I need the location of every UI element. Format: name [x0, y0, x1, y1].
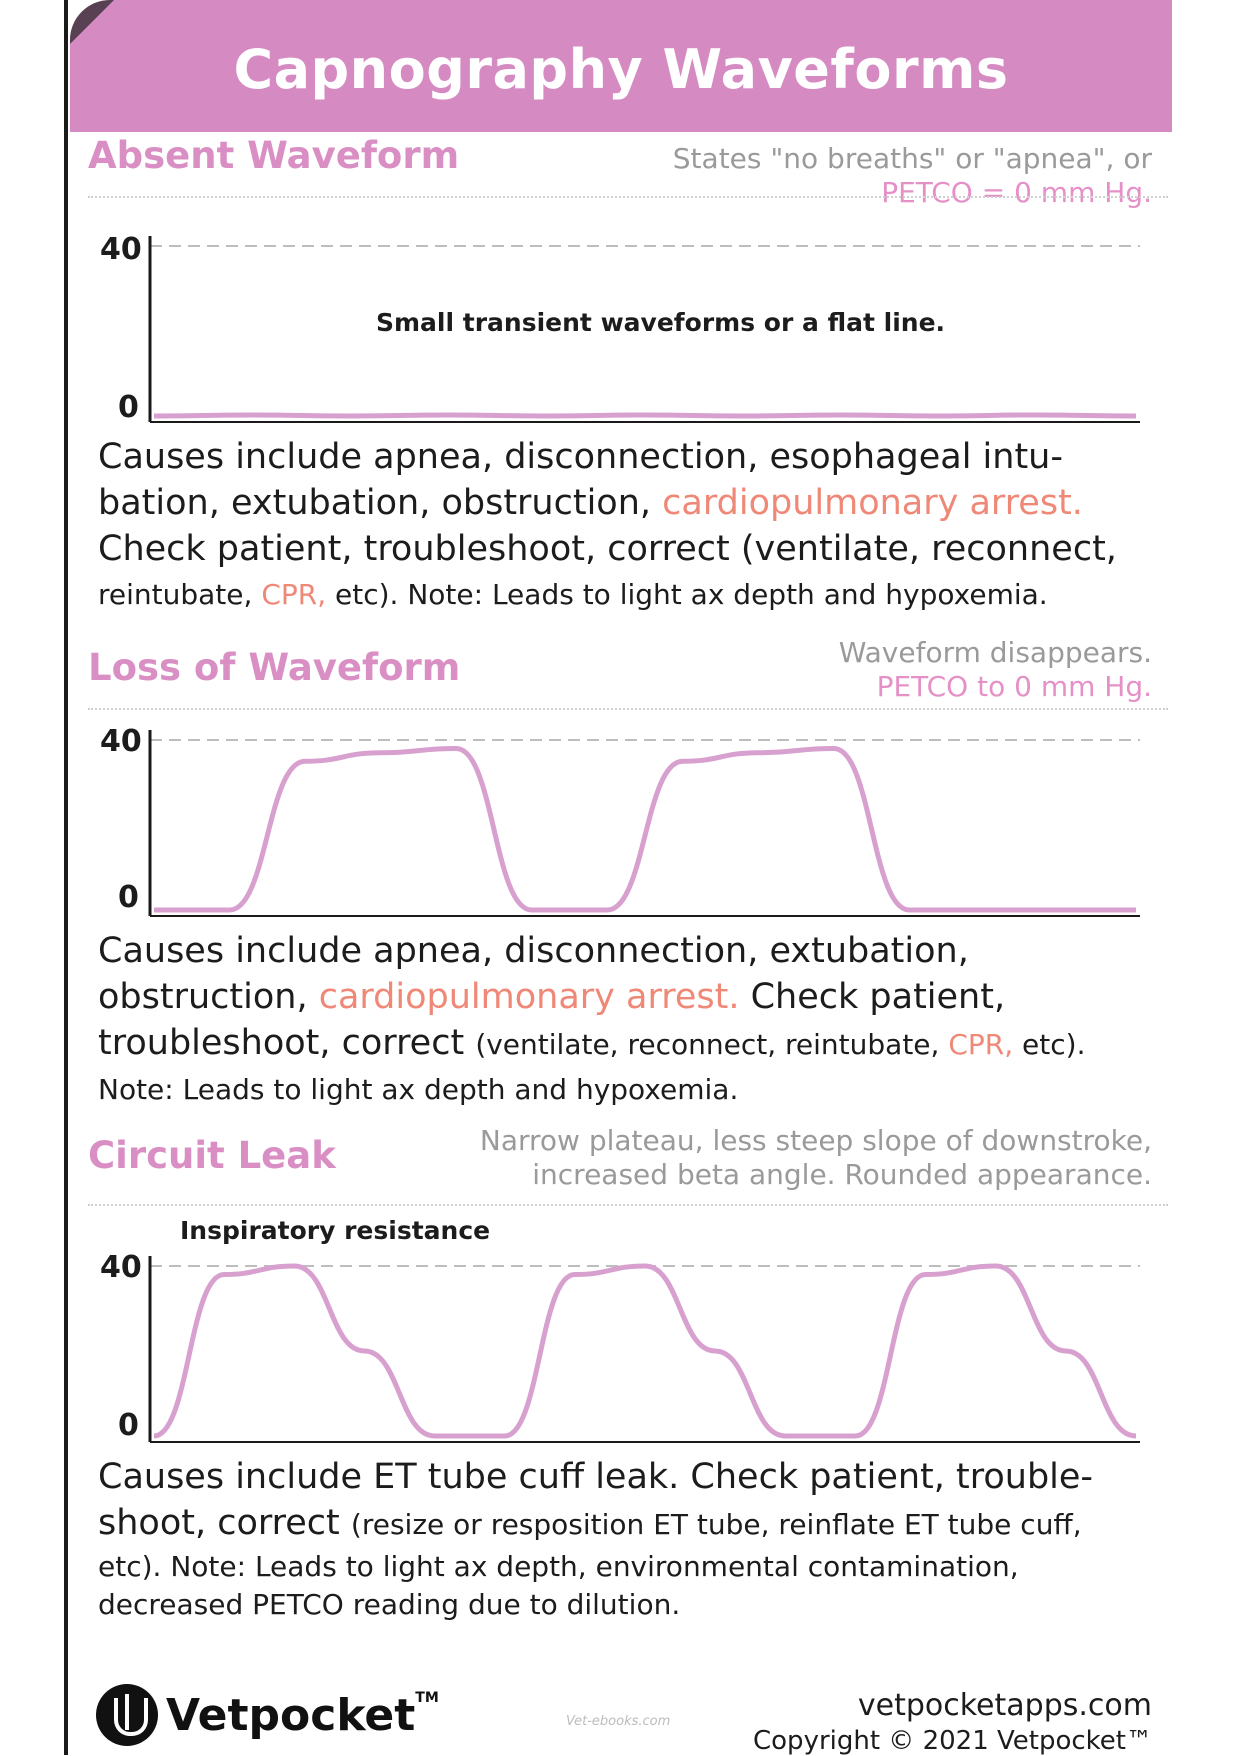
absent-y-top-label: 40: [100, 232, 142, 267]
leak-description: Narrow plateau, less steep slope of down…: [392, 1124, 1152, 1192]
vetpocket-logo-icon: [96, 1684, 158, 1746]
leak-text-line1: Causes include ET tube cuff leak. Check …: [98, 1457, 1094, 1497]
loss-causes: Causes include apnea, disconnection, ext…: [98, 928, 1178, 1112]
leak-y-top-label: 40: [100, 1250, 142, 1285]
loss-y-top-label: 40: [100, 724, 142, 759]
loss-description: Waveform disappears. PETCO to 0 mm Hg.: [632, 636, 1152, 704]
vetpocket-logo: VetpocketTM: [96, 1684, 439, 1746]
red-text-span: cardiopulmonary arrest.: [662, 483, 1083, 523]
text-span: bation, extubation, obstruction,: [98, 483, 663, 523]
trademark: TM: [415, 1689, 439, 1706]
loss-text-line2: obstruction, cardiopulmonary arrest. Che…: [98, 974, 1178, 1020]
loss-text-line4: Note: Leads to light ax depth and hypoxe…: [98, 1073, 739, 1106]
leak-wave-line: [153, 1263, 1137, 1439]
leak-chart-note: Inspiratory resistance: [180, 1216, 491, 1245]
capnography-card: Capnography Waveforms Absent Waveform St…: [70, 0, 1172, 1756]
text-span: (ventilate, reconnect, reintubate,: [475, 1028, 949, 1061]
text-span: obstruction,: [98, 977, 319, 1017]
loss-text-line3: troubleshoot, correct (ventilate, reconn…: [98, 1020, 1178, 1068]
page-edge: [0, 0, 68, 1755]
leak-y-bottom-label: 0: [118, 1408, 139, 1443]
absent-causes: Causes include apnea, disconnection, eso…: [98, 434, 1178, 618]
leak-text-line4: decreased PETCO reading due to dilution.: [98, 1588, 681, 1621]
leak-title: Circuit Leak: [88, 1134, 336, 1177]
website-link[interactable]: vetpocketapps.com: [857, 1688, 1152, 1723]
red-text-span: cardiopulmonary arrest.: [318, 977, 740, 1017]
leak-waveform-chart: [148, 1256, 1140, 1443]
leak-text-line2: shoot, correct (resize or resposition ET…: [98, 1500, 1178, 1548]
text-span: reintubate,: [98, 578, 262, 611]
text-span: troubleshoot, correct: [98, 1023, 476, 1063]
absent-waveform-chart: [148, 236, 1140, 423]
red-text-span: CPR,: [261, 578, 327, 611]
absent-text-line3: Check patient, troubleshoot, correct (ve…: [98, 529, 1117, 569]
loss-text-line1: Causes include apnea, disconnection, ext…: [98, 931, 969, 971]
text-span: etc). Note: Leads to light ax depth and …: [326, 578, 1048, 611]
absent-chart-note: Small transient waveforms or a flat line…: [376, 308, 946, 337]
brand-name: VetpocketTM: [166, 1690, 439, 1741]
loss-wave-line: [153, 746, 1136, 913]
leak-causes: Causes include ET tube cuff leak. Check …: [98, 1454, 1178, 1624]
banner-title: Capnography Waveforms: [233, 38, 1009, 101]
leak-text-line3: etc). Note: Leads to light ax depth, env…: [98, 1550, 1019, 1583]
red-text-span: CPR,: [948, 1028, 1014, 1061]
loss-title: Loss of Waveform: [88, 646, 461, 689]
brand-text: Vetpocket: [166, 1689, 416, 1741]
text-span: shoot, correct: [98, 1503, 351, 1543]
banner: Capnography Waveforms: [70, 0, 1172, 132]
absent-text-line1: Causes include apnea, disconnection, eso…: [98, 437, 1063, 477]
absent-desc-line2: PETCO = 0 mm Hg.: [881, 176, 1152, 209]
divider: [88, 1204, 1168, 1206]
text-span: Check patient,: [739, 977, 1006, 1017]
divider: [88, 196, 1168, 198]
absent-y-bottom-label: 0: [118, 390, 139, 425]
absent-description: States "no breaths" or "apnea", or PETCO…: [632, 142, 1152, 210]
absent-title: Absent Waveform: [88, 134, 460, 177]
leak-desc-line1: Narrow plateau, less steep slope of down…: [479, 1124, 1152, 1157]
loss-desc-line1: Waveform disappears.: [838, 636, 1152, 669]
watermark: Vet-ebooks.com: [566, 1714, 671, 1729]
leak-desc-line2: increased beta angle. Rounded appearance…: [532, 1158, 1152, 1191]
loss-desc-line2: PETCO to 0 mm Hg.: [876, 670, 1152, 703]
text-span: etc).: [1013, 1028, 1086, 1061]
absent-text-line2: bation, extubation, obstruction, cardiop…: [98, 480, 1178, 526]
copyright: Copyright © 2021 Vetpocket™: [753, 1726, 1152, 1756]
absent-desc-line1: States "no breaths" or "apnea", or: [672, 142, 1152, 175]
loss-waveform-chart: [148, 730, 1140, 917]
text-span: (resize or resposition ET tube, reinflat…: [350, 1508, 1082, 1541]
absent-text-line4: reintubate, CPR, etc). Note: Leads to li…: [98, 572, 1178, 618]
loss-y-bottom-label: 0: [118, 880, 139, 915]
absent-wave-line: [153, 412, 1137, 419]
divider: [88, 708, 1168, 710]
